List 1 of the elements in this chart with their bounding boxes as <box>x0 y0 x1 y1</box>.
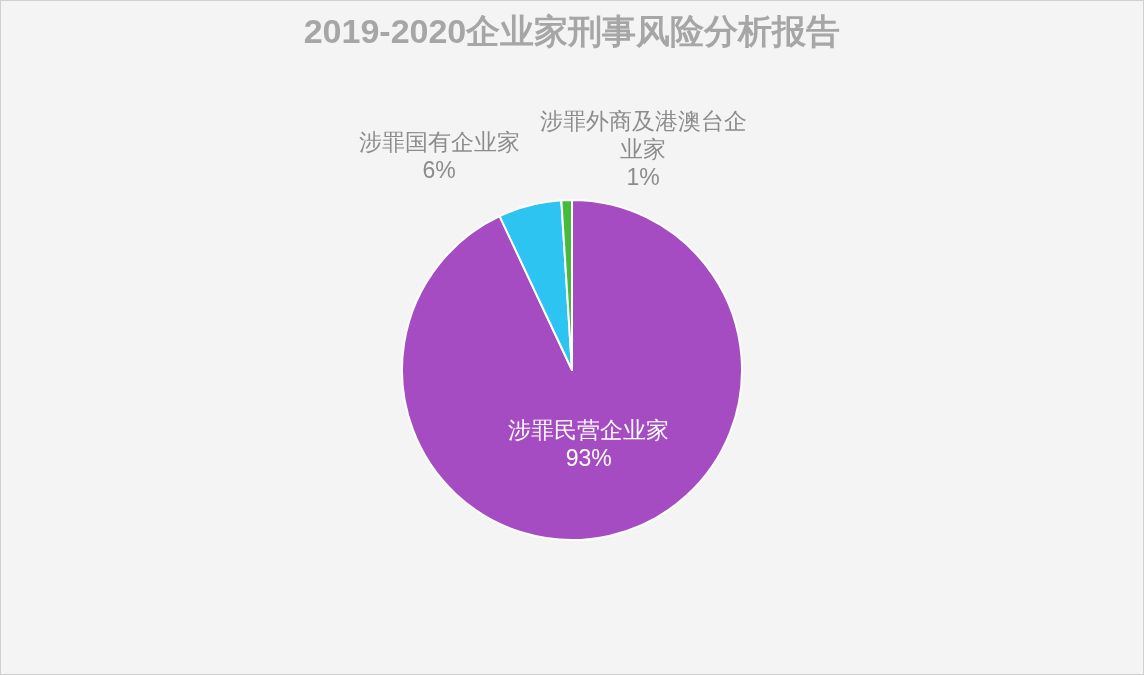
title: 2019-2020企业家刑事风险分析报告 <box>303 12 841 50</box>
